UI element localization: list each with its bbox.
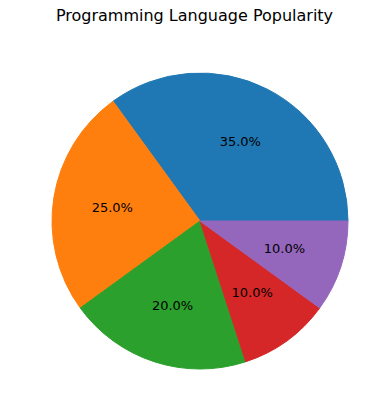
svg-text:10.0%: 10.0% [264, 241, 305, 256]
svg-text:25.0%: 25.0% [92, 200, 133, 215]
svg-text:10.0%: 10.0% [232, 285, 273, 300]
svg-text:35.0%: 35.0% [220, 134, 261, 149]
html-text:Programming Language Popularit: Programming Language Popularity [55, 6, 334, 25]
svg-text:20.0%: 20.0% [152, 298, 193, 313]
